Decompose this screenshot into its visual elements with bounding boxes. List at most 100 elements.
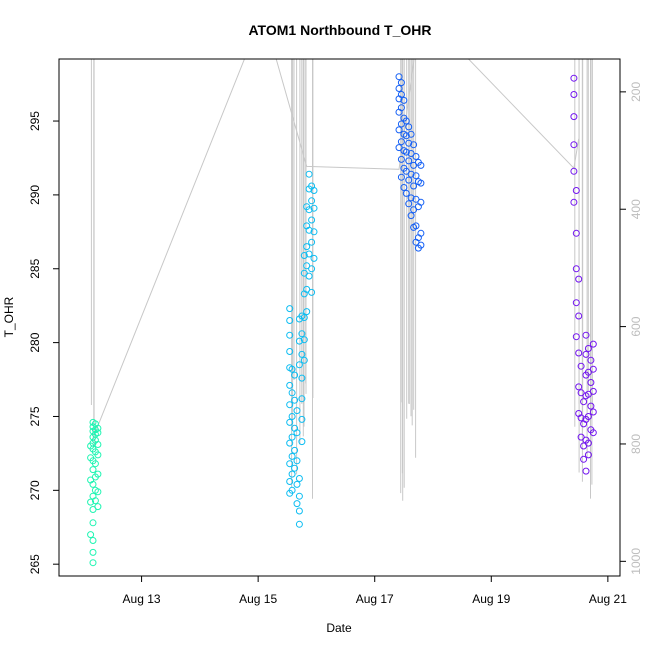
data-point: [570, 91, 578, 98]
data-point: [89, 559, 97, 567]
data-point: [572, 229, 580, 237]
data-point: [402, 117, 410, 125]
y-tick-label: 285: [28, 258, 42, 278]
data-point: [286, 305, 294, 313]
data-point: [572, 333, 580, 341]
data-point: [584, 451, 592, 459]
chart-title: ATOM1 Northbound T_OHR: [248, 22, 431, 38]
data-point: [298, 415, 306, 423]
data-point: [410, 141, 418, 149]
data-point: [286, 401, 294, 409]
data-point: [286, 331, 294, 339]
data-point: [589, 408, 597, 416]
data-point: [417, 229, 425, 237]
plot-frame: [58, 58, 621, 577]
data-point: [295, 337, 303, 345]
data-point: [582, 467, 590, 475]
data-point: [310, 204, 318, 212]
data-point: [589, 387, 597, 395]
data-point: [303, 308, 311, 316]
data-point: [286, 460, 294, 468]
data-point: [397, 104, 405, 112]
data-point: [310, 254, 318, 262]
data-point: [587, 379, 595, 386]
data-point: [94, 424, 102, 432]
data-point: [288, 470, 296, 478]
data-point: [305, 250, 313, 258]
x-axis-label: Date: [326, 621, 352, 635]
data-point: [298, 395, 306, 403]
data-point: [577, 414, 585, 422]
y2-tick-label: 1000: [629, 548, 643, 575]
data-point: [89, 466, 97, 474]
y-tick-label: 275: [28, 406, 42, 426]
data-point: [291, 396, 299, 404]
data-point: [288, 413, 296, 420]
x-tick-label: Aug 15: [239, 592, 277, 606]
data-point: [397, 91, 405, 98]
data-point: [405, 139, 413, 147]
data-point: [572, 265, 580, 273]
data-point: [303, 262, 311, 270]
data-point: [589, 429, 597, 437]
data-point: [286, 439, 294, 447]
data-point: [94, 441, 102, 448]
data-point: [577, 433, 585, 441]
data-point: [300, 336, 308, 344]
data-point: [395, 85, 403, 92]
data-point: [291, 464, 299, 472]
data-point: [417, 198, 425, 206]
y-tick-label: 290: [28, 185, 42, 205]
data-point: [402, 132, 410, 140]
data-point: [298, 330, 306, 338]
data-point: [587, 356, 595, 364]
data-point: [417, 179, 425, 187]
data-point: [310, 187, 318, 194]
data-point: [286, 348, 294, 355]
data-point: [295, 492, 303, 500]
data-point: [293, 500, 301, 508]
data-point: [577, 389, 585, 397]
data-point: [400, 96, 408, 104]
data-point: [570, 198, 578, 206]
data-point: [575, 312, 583, 320]
data-point: [587, 402, 595, 410]
data-point: [308, 238, 316, 246]
data-point: [412, 172, 420, 180]
data-point: [575, 383, 583, 391]
data-point: [94, 503, 102, 511]
data-point: [295, 361, 303, 369]
data-point: [94, 429, 102, 437]
data-point: [417, 161, 425, 169]
data-point: [308, 288, 316, 296]
data-point: [397, 138, 405, 146]
data-point: [572, 299, 580, 307]
data-point: [89, 519, 97, 527]
data-point: [87, 442, 95, 450]
data-point: [575, 349, 583, 357]
data-point: [87, 454, 95, 462]
data-point: [91, 497, 99, 505]
data-point: [410, 182, 418, 190]
data-point: [570, 141, 578, 149]
x-axis: Aug 13 Aug 15 Aug 17 Aug 19 Aug 21: [123, 576, 627, 606]
data-point: [395, 126, 403, 134]
data-point: [407, 170, 415, 178]
data-point: [570, 113, 578, 121]
data-point: [402, 148, 410, 156]
data-point: [589, 340, 597, 348]
plot-area: Aug 13 Aug 15 Aug 17 Aug 19 Aug 212652702752…: [28, 59, 643, 606]
secondary-y-axis: 200 400 600 800 1000: [620, 82, 643, 575]
data-point: [300, 314, 308, 321]
data-point: [407, 212, 415, 220]
data-point: [570, 74, 578, 82]
data-point: [572, 187, 580, 194]
data-point: [584, 368, 592, 376]
y-axis-label: T_OHR: [2, 296, 16, 337]
data-point: [94, 451, 102, 459]
data-point: [412, 153, 420, 160]
data-point: [405, 123, 413, 131]
data-point: [397, 173, 405, 181]
